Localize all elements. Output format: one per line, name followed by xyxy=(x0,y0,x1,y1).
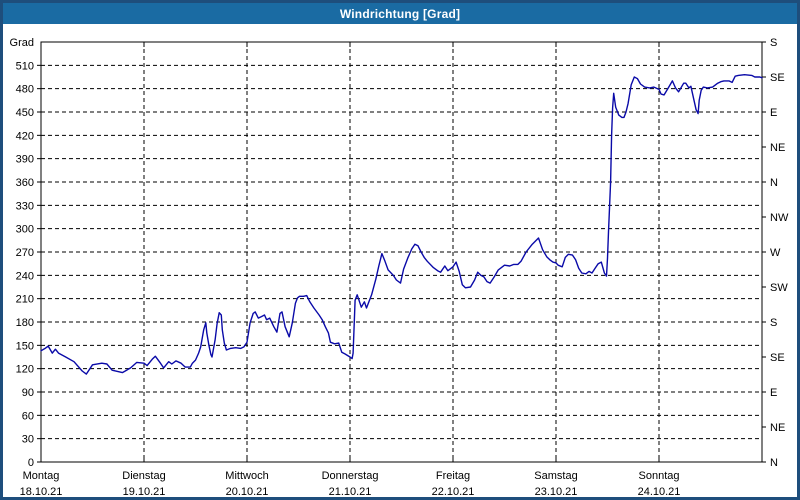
gridlines: 0 30 60 90 120 150 180 210 240 270 300 330 360 390 420… xyxy=(16,42,763,469)
compass-label: NE xyxy=(770,142,785,154)
y-axis-tick-label: 360 xyxy=(16,177,34,189)
day-date-label: 19.10.21 xyxy=(123,486,166,497)
y-axis-tick-label: 450 xyxy=(16,107,34,119)
y-axis-tick-label: 30 xyxy=(22,434,34,446)
y-axis-tick-label: 0 xyxy=(28,457,34,469)
y-axis-tick-label: 420 xyxy=(16,130,34,142)
y-axis-tick-label: 270 xyxy=(16,247,34,259)
title-bar: Windrichtung [Grad] xyxy=(3,3,797,24)
day-name-label: Montag xyxy=(23,470,60,482)
day-name-label: Donnerstag xyxy=(322,470,379,482)
day-date-label: 22.10.21 xyxy=(432,486,475,497)
y-axis-tick-label: 60 xyxy=(22,410,34,422)
compass-label: S xyxy=(770,37,777,49)
y-axis-tick-label: 150 xyxy=(16,340,34,352)
y-axis-tick-label: 330 xyxy=(16,200,34,212)
day-date-label: 20.10.21 xyxy=(226,486,269,497)
y-axis-tick-label: 480 xyxy=(16,84,34,96)
compass-label: NW xyxy=(770,212,789,224)
y-axis-tick-label: 240 xyxy=(16,270,34,282)
compass-label: S xyxy=(770,317,777,329)
compass-label: SW xyxy=(770,282,788,294)
y-axis-tick-label: 300 xyxy=(16,224,34,236)
y-axis-tick-label: 120 xyxy=(16,364,34,376)
wind-direction-chart-svg: 0 30 60 90 120 150 180 210 240 270 300 330 360 390 420… xyxy=(10,37,789,497)
day-name-label: Freitag xyxy=(436,470,470,482)
y-axis-tick-label: 90 xyxy=(22,387,34,399)
y-axis-tick-label: 180 xyxy=(16,317,34,329)
y-axis-tick-label: 390 xyxy=(16,154,34,166)
day-name-label: Sonntag xyxy=(639,470,680,482)
compass-label: N xyxy=(770,177,778,189)
day-name-label: Mittwoch xyxy=(225,470,268,482)
y-axis-tick-label: 510 xyxy=(16,60,34,72)
day-name-label: Dienstag xyxy=(122,470,165,482)
day-date-label: 18.10.21 xyxy=(20,486,63,497)
compass-label: W xyxy=(770,247,781,259)
day-date-label: 21.10.21 xyxy=(329,486,372,497)
day-name-label: Samstag xyxy=(534,470,577,482)
wind-direction-line xyxy=(40,74,763,375)
chart-area: 0 30 60 90 120 150 180 210 240 270 300 330 360 390 420… xyxy=(3,24,797,497)
y-axis-tick-label: 210 xyxy=(16,294,34,306)
right-axis: N NE E SE S SW W NW N NE E SE S xyxy=(762,37,789,469)
compass-label: E xyxy=(770,107,777,119)
window-title: Windrichtung [Grad] xyxy=(339,6,461,21)
plot-border xyxy=(40,41,763,463)
compass-label: N xyxy=(770,457,778,469)
compass-label: NE xyxy=(770,422,785,434)
compass-label: SE xyxy=(770,72,785,84)
x-axis-labels: Montag 18.10.21 Dienstag 19.10.21 Mittwoch 20… xyxy=(20,470,681,497)
y-axis-title: Grad xyxy=(10,37,34,49)
compass-label: E xyxy=(770,387,777,399)
day-date-label: 23.10.21 xyxy=(535,486,578,497)
compass-label: SE xyxy=(770,352,785,364)
day-date-label: 24.10.21 xyxy=(638,486,681,497)
